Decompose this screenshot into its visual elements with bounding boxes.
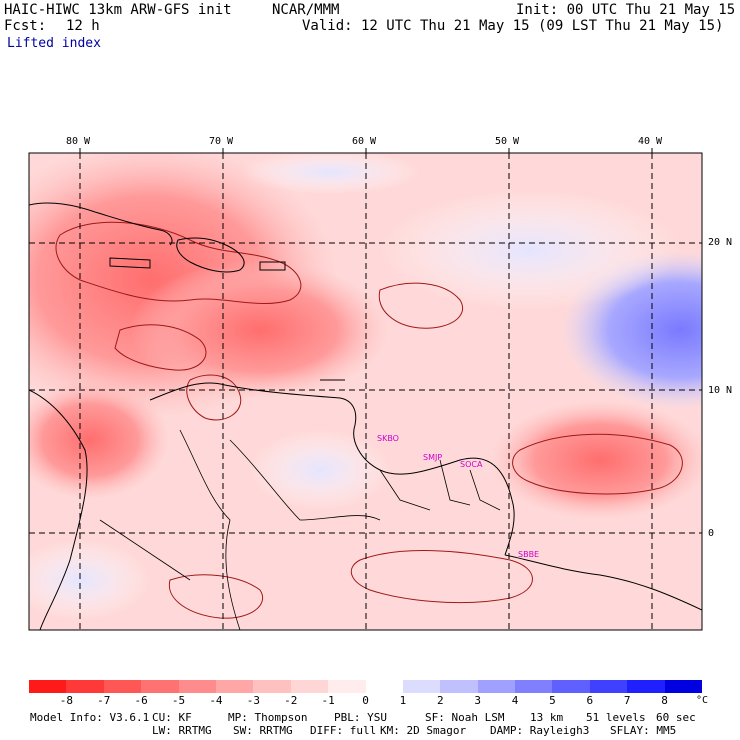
colombia-border <box>179 429 241 630</box>
unstable-east-caribbean-shading <box>130 260 390 400</box>
graticule <box>29 153 702 630</box>
footer-cu: CU: KF <box>152 711 192 724</box>
colorbar-tick-label: -8 <box>59 694 73 707</box>
stable-venezuela-shading <box>250 430 390 510</box>
colorbar-tick-label: -4 <box>209 694 223 707</box>
unstable-central-america-shading <box>29 380 170 500</box>
unstable-atlantic-shading <box>490 400 702 520</box>
guyana-border <box>379 469 431 511</box>
colorbar-cell <box>215 680 254 693</box>
jamaica-coast <box>109 257 151 269</box>
footer-timestep: 60 sec <box>656 711 696 724</box>
stable-pacific-shading <box>29 540 150 620</box>
stable-north-shading <box>240 153 420 194</box>
lon-label-60w: 60 W <box>352 136 377 147</box>
map-field <box>29 153 702 630</box>
forecast-hour: 12 h <box>66 18 100 34</box>
colorbar-tick-label: -7 <box>97 694 111 707</box>
colorbar-tick-label: 4 <box>511 694 519 707</box>
colorbar-cell <box>141 680 180 693</box>
lat-label-10n: 10 N <box>708 385 733 396</box>
colorbar-tick-label: 2 <box>436 694 444 707</box>
station-soca: SOCA <box>460 460 483 469</box>
footer-lw: LW: RRTMG <box>152 724 212 737</box>
hispaniola-coast <box>176 237 245 273</box>
colorbar-cell <box>253 680 292 693</box>
colorbar <box>29 680 703 693</box>
footer-sflay: SFLAY: MM5 <box>610 724 677 737</box>
colorbar-cell <box>515 680 553 693</box>
colorbar-cell <box>290 680 329 693</box>
colorbar-tick-label: 1 <box>399 694 407 707</box>
brazil-coast <box>504 554 702 611</box>
colorbar-cell <box>328 680 366 693</box>
footer-model-info: Model Info: V3.6.1 <box>30 711 150 724</box>
lon-label-50w: 50 W <box>495 136 520 147</box>
footer-pbl: PBL: YSU <box>334 711 387 724</box>
french-guiana-border <box>469 469 501 511</box>
puerto-rico-coast <box>259 261 286 271</box>
lon-ticks <box>79 148 653 153</box>
colorbar-tick-label: 3 <box>474 694 481 707</box>
colorbar-tick-label: 7 <box>623 694 631 707</box>
footer-sw: SW: RRTMG <box>233 724 293 737</box>
lon-label-80w: 80 W <box>66 136 91 147</box>
colorbar-tick-label: 6 <box>586 694 594 707</box>
ecuador-border <box>99 519 191 581</box>
colorbar-cell <box>402 680 441 693</box>
init-time: Init: 00 UTC Thu 21 May 15 <box>516 2 736 18</box>
station-smjp: SMJP <box>423 453 442 462</box>
lon-label-40w: 40 W <box>638 136 663 147</box>
colorbar-tick-label: -6 <box>134 694 148 707</box>
colorbar-tick-label: -2 <box>284 694 298 707</box>
footer-resolution: 13 km <box>530 711 564 724</box>
organization: NCAR/MMM <box>272 2 340 18</box>
valid-time: Valid: 12 UTC Thu 21 May 15 (09 LST Thu … <box>302 18 724 34</box>
colorbar-cell <box>66 680 105 693</box>
station-sbbe: SBBE <box>518 550 539 559</box>
lon-label-70w: 70 W <box>209 136 234 147</box>
colorbar-cell <box>440 680 479 693</box>
colorbar-cell <box>365 680 404 693</box>
footer-damp: DAMP: Rayleigh3 <box>490 724 590 737</box>
colorbar-tick-label: -1 <box>321 694 335 707</box>
colorbar-unit: °C <box>696 695 709 706</box>
footer-mp: MP: Thompson <box>228 711 308 724</box>
colorbar-cell <box>178 680 217 693</box>
colorbar-tick-label: 5 <box>549 694 556 707</box>
south-america-north-coast <box>149 382 515 556</box>
lifted-index-contours <box>55 221 683 619</box>
lat-label-eq: 0 <box>708 528 715 539</box>
central-america-coast <box>29 389 88 630</box>
colorbar-cell <box>29 680 67 693</box>
field-name: Lifted index <box>7 36 101 51</box>
venezuela-border <box>229 439 381 521</box>
lat-label-20n: 20 N <box>708 237 733 248</box>
colorbar-cell <box>589 680 628 693</box>
footer-km: KM: 2D Smagor <box>380 724 467 737</box>
colorbar-cell <box>103 680 142 693</box>
model-title: HAIC-HIWC 13km ARW-GFS init <box>4 2 232 18</box>
colorbar-tick-label: 8 <box>661 694 668 707</box>
coastlines <box>29 202 702 630</box>
colorbar-tick-label: 0 <box>362 694 369 707</box>
colorbar-cell <box>664 680 703 693</box>
suriname-border <box>439 459 471 506</box>
stable-atlantic-band-shading <box>380 190 680 310</box>
footer-diff: DIFF: full <box>310 724 377 737</box>
forecast-label: Fcst: <box>4 18 47 34</box>
colorbar-tick-label: -3 <box>246 694 260 707</box>
footer-sf: SF: Noah LSM <box>425 711 505 724</box>
footer-levels: 51 levels <box>586 711 646 724</box>
colorbar-cell <box>552 680 591 693</box>
colorbar-tick-label: -5 <box>171 694 186 707</box>
country-borders <box>99 429 501 630</box>
colorbar-cell <box>477 680 516 693</box>
cuba-coast <box>29 202 173 246</box>
station-skbo: SKBO <box>377 434 399 443</box>
colorbar-cell <box>627 680 666 693</box>
